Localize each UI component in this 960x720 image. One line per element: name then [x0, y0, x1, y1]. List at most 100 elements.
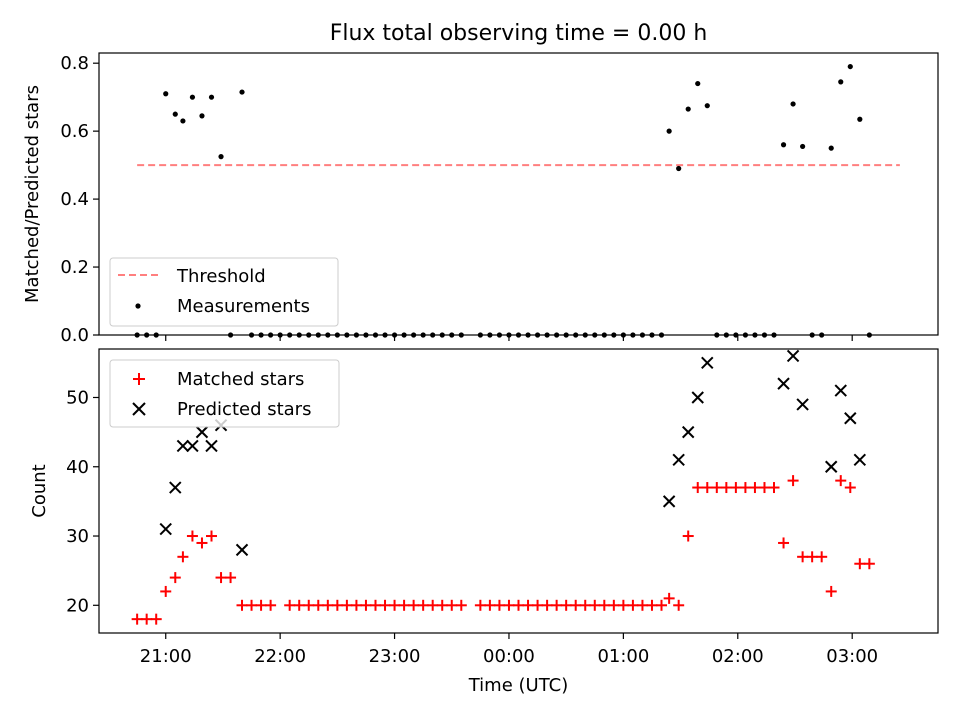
matched-star-point [673, 599, 685, 611]
matched-star-point [284, 599, 296, 611]
matched-star-point [206, 530, 218, 542]
measurement-point [601, 332, 607, 338]
measurement-point [685, 106, 691, 112]
measurement-point [790, 101, 796, 107]
matched-star-point [825, 585, 837, 597]
predicted-legend-label: Predicted stars [177, 399, 311, 420]
predicted-star-point [825, 460, 838, 473]
measurement-point [258, 332, 264, 338]
count-y-tick-label: 30 [66, 526, 89, 547]
matched-star-point [758, 482, 770, 494]
matched-star-point [255, 599, 267, 611]
measurement-point [315, 332, 321, 338]
matched-star-point [730, 482, 742, 494]
matched-star-point [131, 613, 143, 625]
matched-star-point [303, 599, 315, 611]
matched-star-point [408, 599, 420, 611]
matched-star-point [186, 530, 198, 542]
measurements-legend-swatch [135, 303, 141, 309]
measurement-point [353, 332, 360, 338]
measurement-point [714, 332, 720, 338]
measurement-point [382, 332, 388, 338]
ratio-y-tick-label: 0.0 [60, 325, 89, 346]
measurement-point [189, 94, 196, 100]
matched-star-point [617, 599, 629, 611]
predicted-star-point [701, 356, 714, 370]
matched-star-point [379, 599, 391, 611]
predicted-star-point [691, 391, 704, 404]
matched-star-point [503, 599, 515, 611]
x-tick-label: 23:00 [369, 646, 421, 667]
matched-star-point [701, 482, 713, 494]
predicted-star-point [853, 453, 867, 467]
matched-star-point [360, 599, 372, 611]
predicted-star-point [235, 543, 249, 557]
predicted-star-points [159, 349, 867, 557]
count-panel: 20 30 40 50 21:00 22:00 23:00 00:00 01:00 02:00 0… [29, 348, 939, 696]
measurement-point [134, 332, 140, 338]
matched-star-point [636, 599, 648, 611]
predicted-star-point [777, 377, 790, 390]
matched-star-point [608, 599, 620, 611]
measurement-point [658, 332, 665, 338]
matched-star-point [806, 551, 818, 563]
matched-star-point [225, 572, 237, 584]
matched-star-point [493, 599, 505, 611]
measurement-point [420, 332, 426, 338]
matched-legend-label: Matched stars [177, 369, 304, 390]
count-y-axis: 20 30 40 50 [66, 387, 99, 616]
matched-star-point [522, 599, 534, 611]
matched-star-point [682, 530, 694, 542]
x-axis-label: Time (UTC) [468, 675, 569, 696]
matched-star-point [797, 551, 809, 563]
measurement-point [496, 332, 503, 338]
matched-star-point [169, 572, 181, 584]
matched-star-point [513, 599, 524, 611]
measurement-point [239, 89, 245, 95]
measurement-point [525, 332, 531, 338]
count-y-tick-label: 20 [66, 595, 89, 616]
matched-star-point [150, 613, 162, 625]
measurement-point [180, 118, 186, 124]
measurement-point [649, 332, 655, 338]
matched-star-point [160, 585, 172, 597]
matched-star-point [749, 482, 761, 494]
matched-star-point [816, 551, 828, 563]
matched-star-point [579, 599, 591, 611]
measurement-point [554, 332, 560, 338]
measurement-point [401, 332, 407, 338]
matched-star-point [560, 599, 572, 611]
matched-star-point [589, 599, 601, 611]
measurement-point [534, 332, 541, 338]
ratio-panel: 0.00.20.40.60.8 Matched/Predicted stars … [22, 52, 939, 346]
matched-star-point [663, 592, 675, 604]
matched-star-point [854, 558, 866, 570]
matched-star-point [236, 599, 248, 611]
measurement-point [704, 103, 710, 109]
matched-star-point [322, 599, 334, 611]
measurement-point [828, 145, 834, 151]
matched-star-point [293, 599, 305, 611]
ratio-y-tick-label: 0.6 [60, 121, 89, 142]
measurement-point [866, 332, 872, 338]
measurement-point [742, 332, 749, 338]
ratio-y-tick-label: 0.2 [60, 257, 89, 278]
measurement-point [838, 79, 844, 85]
matched-star-point [692, 482, 704, 494]
measurement-point [544, 332, 550, 338]
matched-star-point [436, 599, 448, 611]
measurement-point [458, 332, 464, 338]
count-legend: Matched stars Predicted stars [109, 359, 340, 428]
matched-star-point [551, 599, 563, 611]
matched-star-point [246, 599, 258, 611]
measurement-point [218, 154, 224, 160]
measurement-point [857, 116, 863, 122]
matched-star-point [778, 537, 790, 549]
predicted-star-point [176, 439, 190, 453]
measurement-point [277, 332, 283, 338]
measurement-point [809, 332, 815, 338]
x-tick-label: 21:00 [140, 646, 192, 667]
measurement-point [296, 332, 302, 338]
measurement-point [639, 332, 646, 338]
